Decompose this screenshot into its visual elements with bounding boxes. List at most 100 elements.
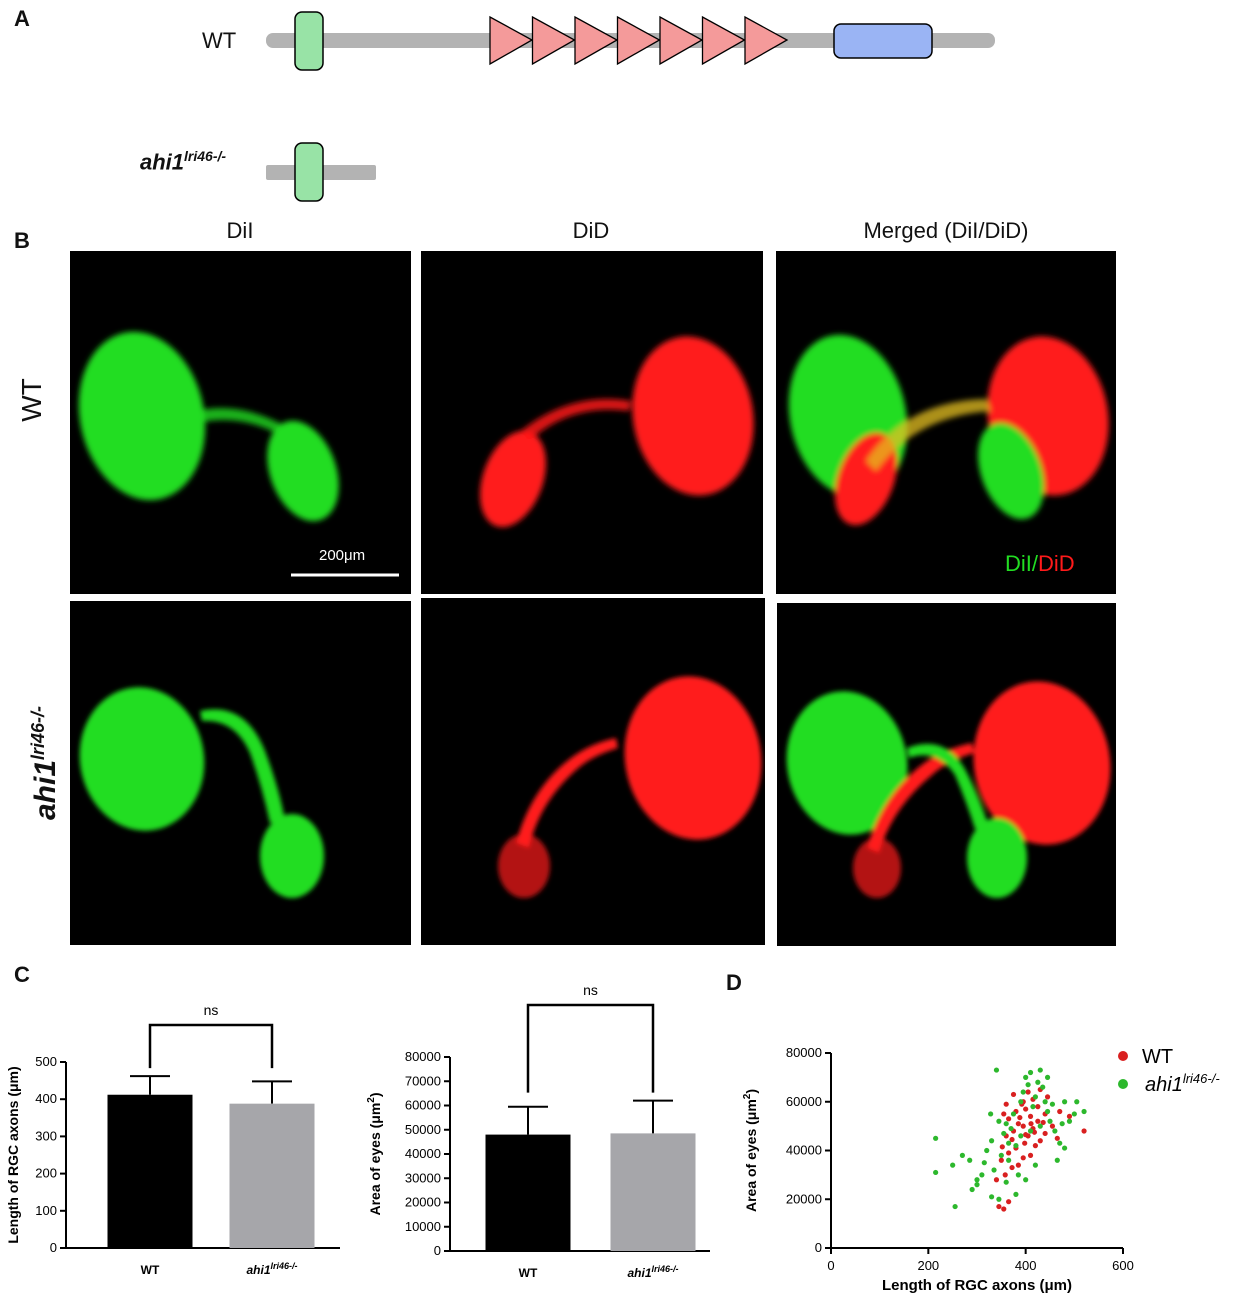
point-mutant bbox=[1006, 1157, 1012, 1163]
point-wt bbox=[1006, 1116, 1012, 1122]
point-wt bbox=[1037, 1138, 1043, 1144]
image-mutant-merged bbox=[777, 603, 1116, 946]
significance-label: ns bbox=[204, 1002, 219, 1018]
legend-label-wt: WT bbox=[1142, 1046, 1173, 1068]
point-wt bbox=[1027, 1113, 1034, 1119]
wt-green-domain bbox=[294, 11, 324, 71]
mutant-construct-label-main: ahi1 bbox=[140, 149, 185, 175]
y-tick-label: 50000 bbox=[405, 1122, 441, 1137]
point-mutant bbox=[1023, 1074, 1029, 1080]
y-tick-label: 100 bbox=[35, 1203, 57, 1218]
point-wt bbox=[1049, 1123, 1056, 1129]
point-mutant bbox=[1023, 1177, 1029, 1183]
panel-label-a: A bbox=[14, 6, 30, 31]
column-title-merged: Merged (DiI/DiD) bbox=[863, 218, 1029, 243]
repeat-triangle-7 bbox=[744, 15, 789, 66]
point-mutant bbox=[1013, 1191, 1019, 1197]
mutant-green-domain bbox=[294, 142, 324, 202]
y-tick-label: 20000 bbox=[405, 1195, 441, 1210]
point-mutant bbox=[981, 1160, 987, 1166]
point-wt bbox=[996, 1203, 1002, 1210]
point-mutant bbox=[974, 1182, 980, 1188]
bar-2 bbox=[229, 1103, 315, 1248]
x-tick-label: ahi1lri46-/- bbox=[246, 1261, 297, 1277]
y-axis-label: Length of RGC axons (μm) bbox=[5, 1066, 21, 1243]
panel-label-b: B bbox=[14, 228, 30, 253]
point-wt bbox=[1023, 1132, 1029, 1138]
point-mutant bbox=[1059, 1121, 1065, 1127]
point-wt bbox=[998, 1157, 1004, 1163]
y-tick-label: 200 bbox=[35, 1166, 57, 1181]
point-mutant bbox=[1027, 1069, 1034, 1076]
y-tick-label: 0 bbox=[434, 1243, 441, 1258]
legend-dii: DiI bbox=[1005, 551, 1032, 576]
mutant-construct-label: ahi1lri46-/- bbox=[140, 148, 226, 175]
point-wt bbox=[1015, 1121, 1021, 1127]
point-mutant bbox=[1040, 1084, 1046, 1090]
chart-scatter-d: 0 20000 40000 60000 80000 0 200 400 600 Length of… bbox=[730, 980, 1230, 1305]
point-mutant bbox=[1008, 1125, 1014, 1132]
point-mutant bbox=[1020, 1089, 1026, 1095]
row-label-mutant: ahi1lri46-/- bbox=[28, 706, 63, 820]
x-tick-label: 400 bbox=[1015, 1258, 1037, 1273]
y-tick-label: 40000 bbox=[786, 1143, 822, 1158]
significance-bracket bbox=[526, 1003, 655, 1093]
column-title-dii: DiI bbox=[226, 218, 254, 243]
panel-label-c: C bbox=[14, 962, 30, 987]
point-mutant bbox=[1010, 1111, 1017, 1117]
point-wt bbox=[1035, 1118, 1041, 1124]
point-wt bbox=[1027, 1152, 1034, 1158]
point-mutant bbox=[1013, 1143, 1019, 1149]
legend-marker-wt bbox=[1118, 1051, 1128, 1061]
image-wt-dii: 200μm bbox=[70, 251, 411, 594]
point-wt bbox=[1028, 1121, 1034, 1127]
y-tick-label: 500 bbox=[35, 1054, 57, 1069]
point-mutant bbox=[1047, 1118, 1053, 1124]
protein-domain-diagram bbox=[266, 11, 995, 202]
legend-did: DiD bbox=[1038, 551, 1075, 576]
point-wt bbox=[1042, 1130, 1048, 1137]
bar-1 bbox=[107, 1094, 193, 1248]
point-mutant bbox=[959, 1152, 965, 1158]
point-wt bbox=[1040, 1119, 1046, 1126]
point-mutant bbox=[1044, 1074, 1051, 1080]
y-tick-label: 70000 bbox=[405, 1073, 441, 1088]
point-mutant bbox=[1037, 1067, 1043, 1073]
point-mutant bbox=[1062, 1099, 1068, 1105]
point-wt bbox=[1025, 1089, 1031, 1095]
y-axis-label: Area of eyes (μm2) bbox=[366, 1092, 383, 1215]
point-mutant bbox=[996, 1196, 1002, 1202]
y-tick-label: 30000 bbox=[405, 1170, 441, 1185]
significance-label: ns bbox=[583, 982, 598, 998]
point-wt bbox=[1057, 1108, 1063, 1115]
point-wt bbox=[1023, 1106, 1029, 1112]
legend-label-mutant: ahi1lri46-/- bbox=[1145, 1071, 1220, 1096]
point-wt bbox=[1009, 1164, 1015, 1171]
point-wt bbox=[1003, 1101, 1009, 1107]
y-tick-label: 80000 bbox=[405, 1049, 441, 1064]
merged-legend: DiI/DiD bbox=[1005, 551, 1075, 577]
point-mutant bbox=[950, 1162, 956, 1168]
y-tick-label: 40000 bbox=[405, 1146, 441, 1161]
x-tick-label: 200 bbox=[917, 1258, 939, 1273]
repeat-triangle-5 bbox=[659, 15, 704, 66]
point-wt bbox=[1001, 1111, 1007, 1117]
point-wt bbox=[1044, 1094, 1051, 1100]
point-wt bbox=[1035, 1104, 1041, 1110]
wt-blue-domain bbox=[833, 23, 933, 59]
repeat-triangle-2 bbox=[531, 15, 576, 66]
point-wt bbox=[999, 1144, 1005, 1150]
point-wt bbox=[1006, 1199, 1012, 1205]
point-mutant bbox=[1071, 1111, 1077, 1117]
mutant-construct-label-sup: lri46-/- bbox=[184, 148, 227, 164]
point-mutant bbox=[989, 1138, 995, 1144]
column-title-did: DiD bbox=[572, 218, 610, 243]
point-mutant bbox=[1001, 1130, 1007, 1137]
point-wt bbox=[1020, 1155, 1026, 1161]
point-wt bbox=[1032, 1143, 1038, 1149]
point-mutant bbox=[1062, 1145, 1068, 1151]
point-wt bbox=[1081, 1128, 1087, 1134]
point-wt bbox=[1009, 1136, 1015, 1143]
point-mutant bbox=[979, 1172, 985, 1178]
y-tick-label: 60000 bbox=[786, 1094, 822, 1109]
